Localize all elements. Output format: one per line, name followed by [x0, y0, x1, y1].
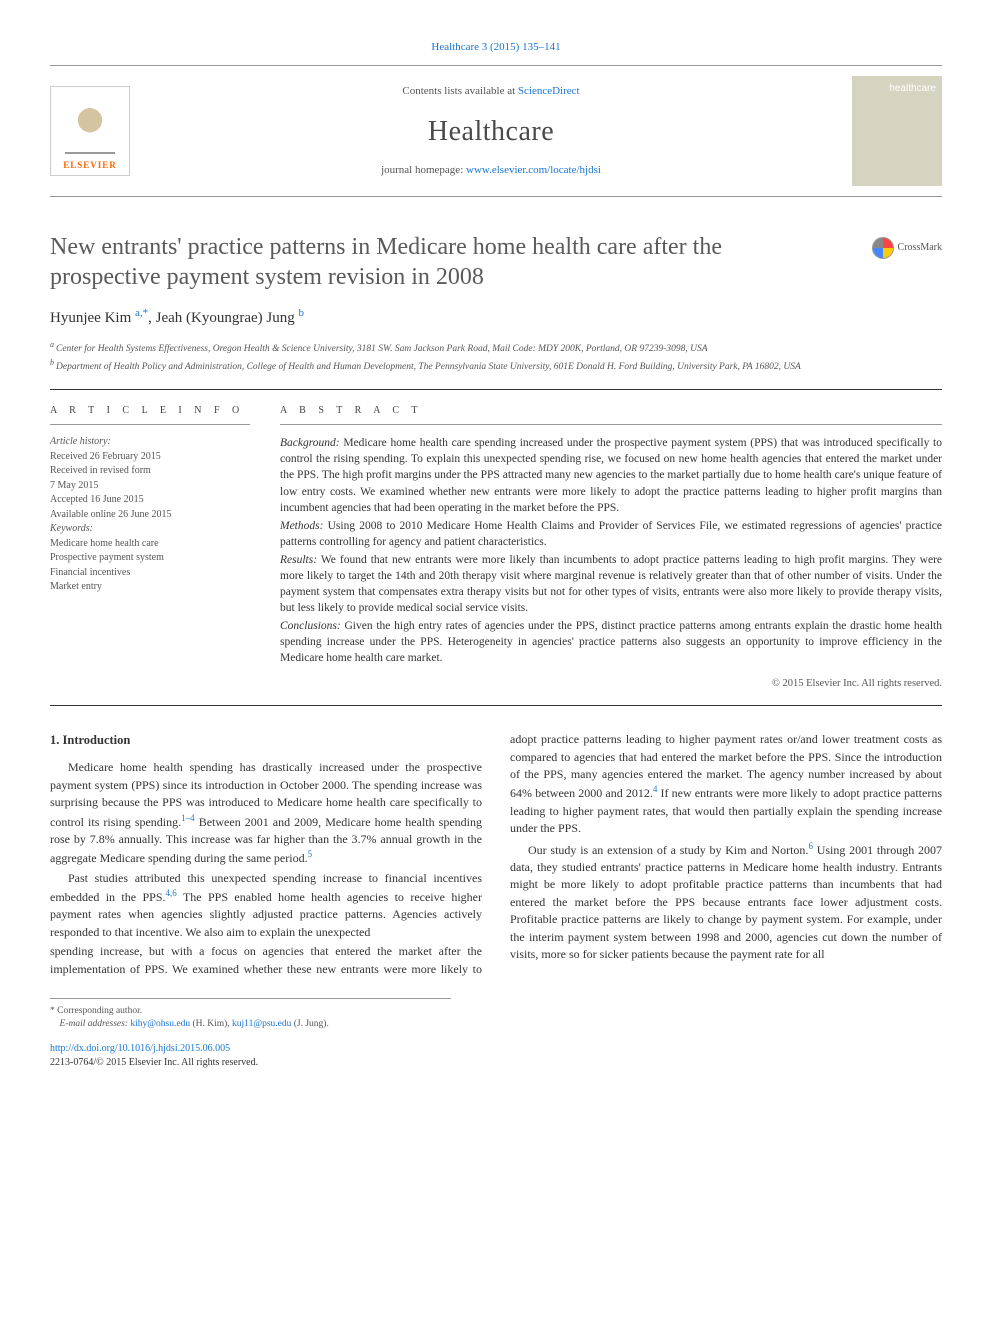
email-label: E-mail addresses:	[60, 1019, 129, 1029]
methods-text: Using 2008 to 2010 Medicare Home Health …	[280, 520, 942, 548]
article-title: New entrants' practice patterns in Medic…	[50, 232, 942, 292]
contents-prefix: Contents lists available at	[402, 85, 517, 97]
author-sep: ,	[148, 310, 156, 326]
revised-l2: 7 May 2015	[50, 479, 250, 493]
issn-copyright: 2213-0764/© 2015 Elsevier Inc. All right…	[50, 1056, 942, 1070]
author-2-affil-link[interactable]: b	[299, 307, 305, 319]
journal-header: ELSEVIER Contents lists available at Sci…	[50, 65, 942, 197]
citation-header: Healthcare 3 (2015) 135–141	[50, 40, 942, 55]
footnotes: * Corresponding author. E-mail addresses…	[50, 998, 451, 1032]
keyword: Market entry	[50, 580, 250, 594]
authors: Hyunjee Kim a,*, Jeah (Kyoungrae) Jung b	[50, 306, 942, 329]
body-para: Medicare home health spending has drasti…	[50, 759, 482, 867]
body-para: Our study is an extension of a study by …	[510, 840, 942, 964]
keyword: Medicare home health care	[50, 537, 250, 551]
ref-link[interactable]: 5	[308, 849, 313, 859]
keyword: Financial incentives	[50, 566, 250, 580]
email-1-link[interactable]: kihy@ohsu.edu	[130, 1019, 190, 1029]
info-heading: A R T I C L E I N F O	[50, 404, 250, 425]
crossmark-icon	[872, 237, 894, 259]
keyword: Prospective payment system	[50, 551, 250, 565]
info-abstract-row: A R T I C L E I N F O Article history: R…	[50, 404, 942, 691]
crossmark-badge[interactable]: CrossMark	[872, 237, 942, 259]
accepted: Accepted 16 June 2015	[50, 493, 250, 507]
doi-link[interactable]: http://dx.doi.org/10.1016/j.hjdsi.2015.0…	[50, 1043, 230, 1054]
doi-block: http://dx.doi.org/10.1016/j.hjdsi.2015.0…	[50, 1042, 942, 1070]
conclusions-label: Conclusions:	[280, 620, 341, 632]
homepage-link[interactable]: www.elsevier.com/locate/hjdsi	[466, 164, 601, 176]
affil-a: Center for Health Systems Effectiveness,…	[56, 345, 708, 355]
homepage-prefix: journal homepage:	[381, 164, 466, 176]
divider	[50, 389, 942, 390]
sciencedirect-link[interactable]: ScienceDirect	[518, 85, 580, 97]
affiliations: a Center for Health Systems Effectivenes…	[50, 339, 942, 375]
body-para: Past studies attributed this unexpected …	[50, 870, 482, 942]
affil-b: Department of Health Policy and Administ…	[56, 362, 801, 372]
journal-name: Healthcare	[145, 112, 837, 151]
online: Available online 26 June 2015	[50, 508, 250, 522]
results-text: We found that new entrants were more lik…	[280, 554, 942, 614]
results-label: Results:	[280, 554, 317, 566]
section-heading: 1. Introduction	[50, 731, 482, 749]
ref-link[interactable]: 4,6	[166, 888, 177, 898]
homepage-line: journal homepage: www.elsevier.com/locat…	[145, 163, 837, 178]
author-2-name: Jeah (Kyoungrae) Jung	[156, 310, 295, 326]
journal-cover: healthcare	[852, 76, 942, 186]
cover-label: healthcare	[889, 82, 936, 96]
publisher-name: ELSEVIER	[63, 159, 117, 172]
email-2-link[interactable]: kuj11@psu.edu	[232, 1019, 291, 1029]
corr-marker: *	[50, 1006, 55, 1016]
contents-line: Contents lists available at ScienceDirec…	[145, 84, 837, 99]
abstract-heading: A B S T R A C T	[280, 404, 942, 425]
methods-label: Methods:	[280, 520, 323, 532]
title-block: CrossMark New entrants' practice pattern…	[50, 232, 942, 375]
bg-label: Background:	[280, 437, 340, 449]
bg-text: Medicare home health care spending incre…	[280, 437, 942, 513]
history-label: Article history:	[50, 435, 250, 449]
revised-l1: Received in revised form	[50, 464, 250, 478]
received: Received 26 February 2015	[50, 450, 250, 464]
elsevier-tree-icon	[65, 99, 115, 154]
abstract: A B S T R A C T Background: Medicare hom…	[280, 404, 942, 691]
divider	[50, 705, 942, 706]
conclusions-text: Given the high entry rates of agencies u…	[280, 620, 942, 664]
crossmark-label: CrossMark	[898, 241, 942, 255]
ref-link[interactable]: 1–4	[181, 813, 195, 823]
publisher-logo: ELSEVIER	[50, 86, 130, 176]
author-1-affil-link[interactable]: a,	[135, 307, 143, 319]
author-1-name: Hyunjee Kim	[50, 310, 131, 326]
email-2-owner: (J. Jung).	[294, 1019, 329, 1029]
corr-label: Corresponding author.	[57, 1006, 142, 1016]
email-1-owner: (H. Kim),	[192, 1019, 229, 1029]
article-info: A R T I C L E I N F O Article history: R…	[50, 404, 250, 691]
abstract-copyright: © 2015 Elsevier Inc. All rights reserved…	[280, 677, 942, 692]
header-center: Contents lists available at ScienceDirec…	[145, 84, 837, 178]
keywords-label: Keywords:	[50, 522, 250, 536]
citation-link[interactable]: Healthcare 3 (2015) 135–141	[431, 41, 560, 53]
body-text: 1. Introduction Medicare home health spe…	[50, 731, 942, 978]
